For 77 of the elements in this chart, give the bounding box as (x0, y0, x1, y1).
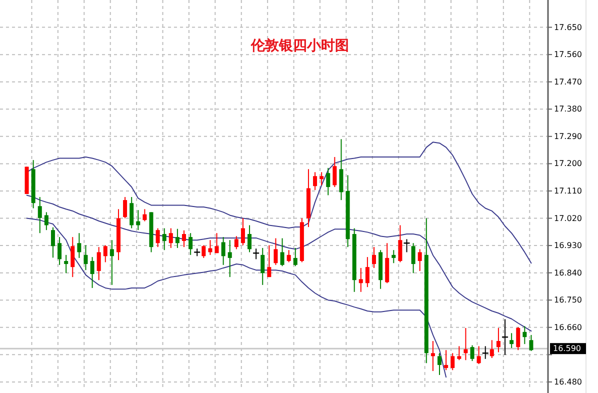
candlestick (358, 267, 363, 292)
candlestick (438, 352, 442, 376)
candlestick (450, 352, 455, 371)
y-tick-label: 17.650 (554, 22, 582, 32)
candlestick (77, 232, 82, 258)
candlestick (58, 236, 62, 266)
y-tick-label: 17.110 (554, 186, 582, 196)
candlestick (490, 340, 494, 358)
line-series (26, 194, 532, 332)
candlestick (274, 238, 278, 266)
candlestick (522, 326, 527, 345)
candlestick (110, 240, 114, 286)
candlestick (123, 196, 128, 219)
candlestick (392, 250, 396, 264)
candlestick (44, 212, 48, 231)
candlestick (398, 224, 402, 263)
y-tick-label: 17.560 (554, 50, 582, 60)
candlestick (365, 256, 370, 288)
candlestick (430, 340, 435, 372)
candlestick (240, 218, 245, 246)
candlestick (228, 240, 232, 278)
candlestick (90, 256, 94, 288)
candlestick (84, 244, 88, 271)
candlestick (411, 242, 416, 274)
y-tick-label: 17.290 (554, 132, 582, 141)
candlestick (50, 226, 55, 258)
candlestick (326, 167, 330, 196)
candlestick (293, 247, 298, 267)
candlestick (372, 246, 376, 268)
candlestick (516, 326, 520, 351)
candlestick (234, 236, 238, 250)
candlestick (182, 230, 186, 248)
candlestick (320, 172, 324, 186)
candlestick (444, 350, 448, 371)
candlestick (332, 156, 337, 188)
y-tick-label: 17.020 (554, 214, 582, 223)
candlestick (214, 232, 219, 254)
candlestick (248, 224, 252, 253)
text: 伦敦银四小时图 (250, 37, 349, 54)
candlestick (103, 244, 108, 263)
candlestick (260, 247, 265, 286)
y-tick-label: 16.750 (554, 296, 582, 305)
candlestick (156, 228, 160, 248)
candlestick (418, 248, 422, 272)
y-tick-label: 16.480 (554, 377, 582, 386)
candlestick (162, 228, 166, 251)
candlestick (202, 244, 206, 258)
candlestick (70, 236, 75, 278)
candlestick (286, 250, 291, 263)
candlestick (142, 208, 147, 222)
candlestick (96, 246, 101, 281)
y-tick-label: 16.840 (554, 268, 582, 278)
candlestick (221, 236, 226, 266)
candlestick (175, 228, 180, 248)
candlestick (457, 346, 462, 361)
candlestick (168, 228, 173, 248)
candlestick (188, 232, 193, 256)
candlestick (313, 172, 318, 191)
candlestick (64, 254, 68, 274)
candlestick (38, 196, 42, 234)
y-tick-label: 16.660 (554, 322, 582, 332)
candlestick (529, 334, 534, 352)
candlestick (496, 327, 500, 353)
y-tick-label: 17.200 (554, 159, 582, 168)
candlestick (470, 344, 474, 362)
candlestick (476, 346, 481, 365)
candlestick (510, 332, 514, 348)
ref-line-label: 16.590 (553, 344, 581, 354)
candlestick (464, 327, 468, 361)
y-tick-label: 17.470 (554, 77, 582, 86)
y-tick-label: 16.930 (554, 241, 582, 250)
y-tick-label: 17.380 (554, 104, 582, 114)
candlestick (267, 244, 272, 278)
candlestick (339, 138, 344, 201)
candlestick (130, 196, 134, 229)
line-series (26, 142, 532, 264)
candlestick (280, 238, 284, 267)
